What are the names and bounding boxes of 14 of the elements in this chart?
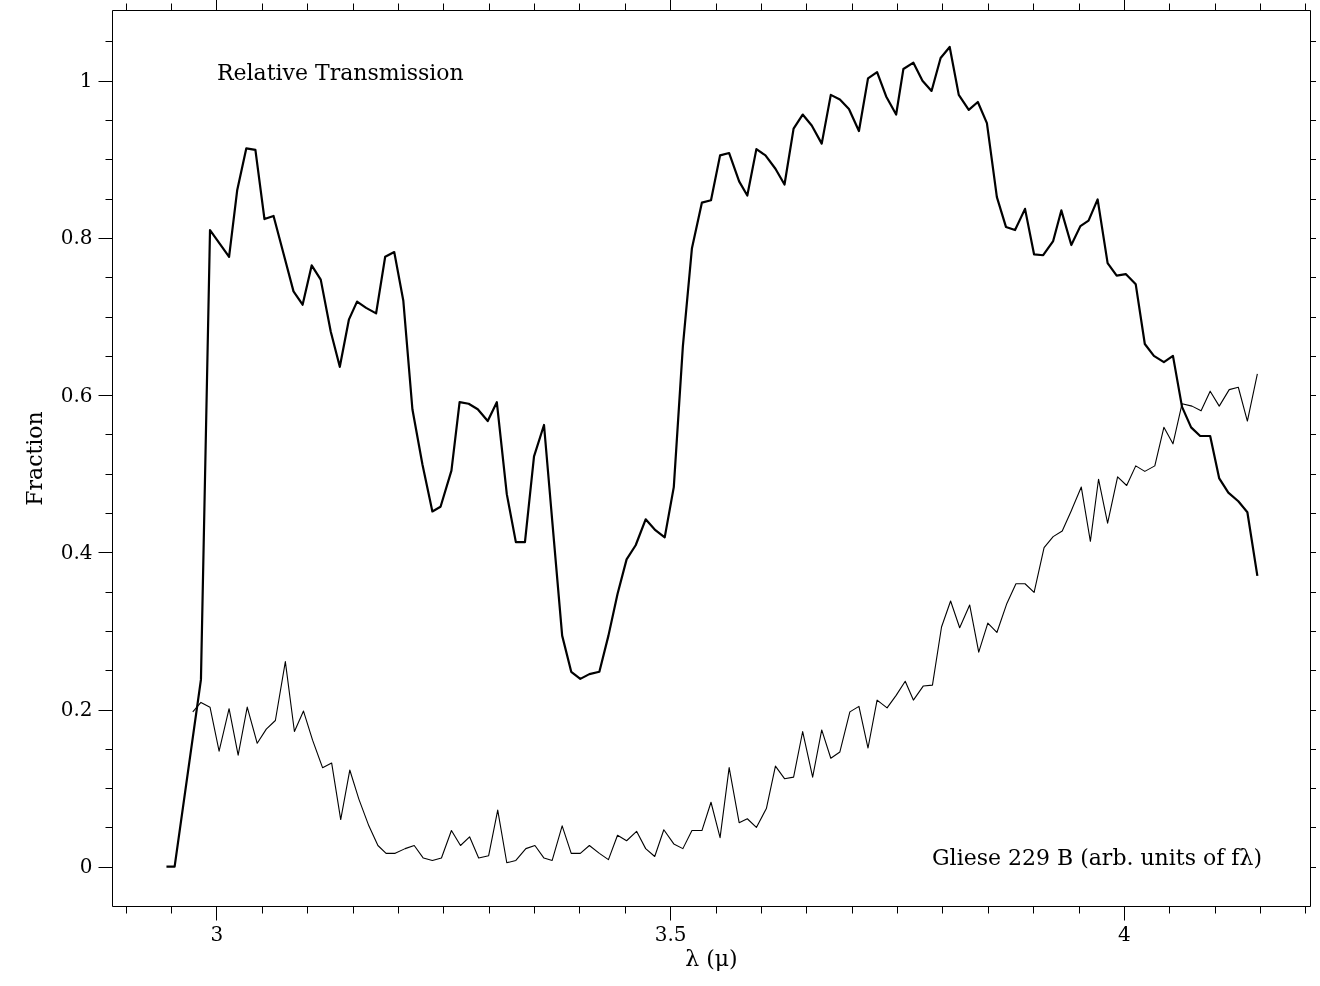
x-tick-label: 3: [210, 921, 224, 946]
x-tick-label: 3.5: [654, 921, 687, 946]
annotation: Gliese 229 B (arb. units of fλ): [932, 845, 1262, 870]
y-tick-label: 0.6: [60, 382, 93, 407]
y-tick-label: 0.4: [60, 539, 93, 564]
y-tick-label: 0: [79, 854, 93, 879]
y-tick-label: 0.8: [60, 225, 93, 250]
y-tick-label: 1: [79, 68, 93, 93]
x-axis-title: λ (μ): [685, 945, 738, 971]
y-tick-label: 0.2: [60, 697, 93, 722]
line-series: [165, 45, 1259, 868]
y-axis-title: Fraction: [21, 411, 47, 506]
annotation: Relative Transmission: [217, 60, 464, 85]
x-tick-label: 4: [1118, 921, 1131, 946]
